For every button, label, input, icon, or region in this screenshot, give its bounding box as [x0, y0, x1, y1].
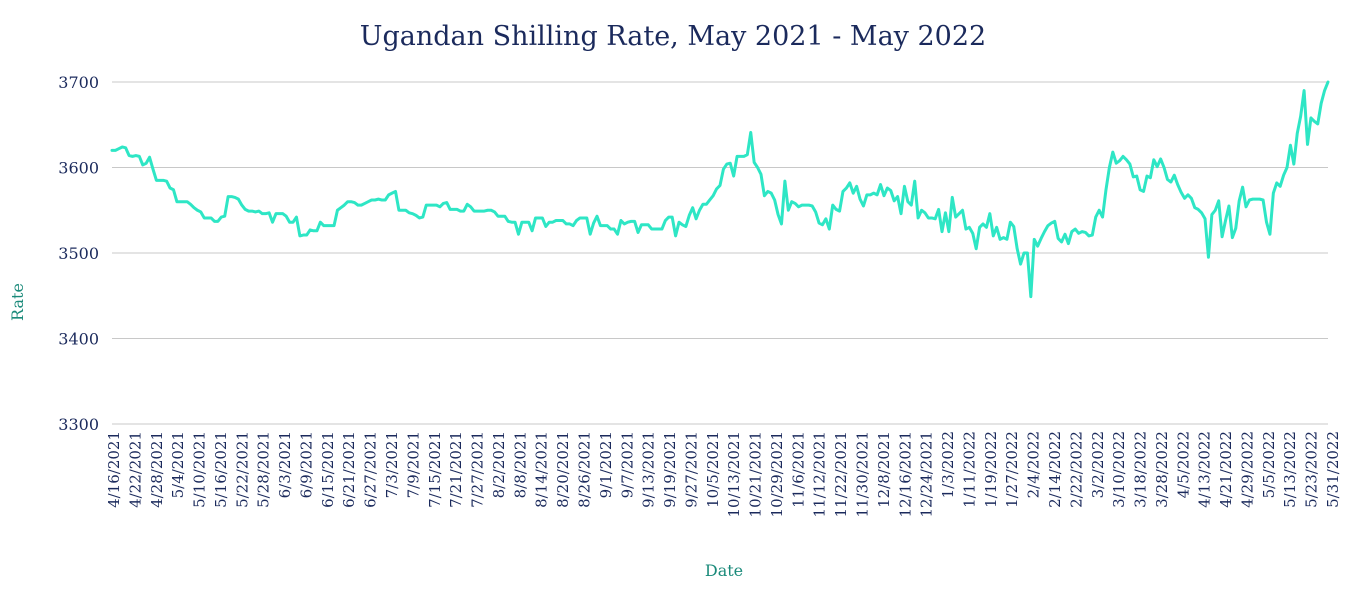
x-tick-label: 7/9/2021 [404, 431, 422, 498]
x-tick-label: 4/13/2022 [1196, 431, 1214, 508]
x-tick-label: 5/10/2021 [191, 431, 209, 508]
x-tick-label: 8/20/2021 [554, 431, 572, 508]
x-tick-label: 10/29/2021 [768, 431, 786, 517]
x-tick-label: 9/7/2021 [618, 431, 636, 498]
x-tick-label: 11/12/2021 [811, 431, 829, 517]
x-tick-label: 3/10/2022 [1110, 431, 1128, 508]
x-tick-label: 3/28/2022 [1153, 431, 1171, 508]
x-tick-label: 4/21/2022 [1217, 431, 1235, 508]
x-tick-label: 6/15/2021 [319, 431, 337, 508]
x-tick-label: 9/1/2021 [597, 431, 615, 498]
x-tick-label: 12/16/2021 [896, 431, 914, 517]
x-tick-label: 5/28/2021 [255, 431, 273, 508]
x-tick-label: 1/19/2022 [982, 431, 1000, 508]
x-tick-label: 10/5/2021 [704, 431, 722, 508]
x-tick-label: 5/23/2022 [1303, 431, 1321, 508]
x-tick-label: 5/31/2022 [1324, 431, 1342, 508]
x-tick-label: 11/22/2021 [832, 431, 850, 517]
x-tick-label: 2/4/2022 [1025, 431, 1043, 498]
x-tick-label: 8/26/2021 [576, 431, 594, 508]
x-tick-label: 5/4/2021 [169, 431, 187, 498]
x-tick-label: 4/16/2021 [105, 431, 123, 508]
x-tick-label: 6/9/2021 [298, 431, 316, 498]
x-tick-label: 5/22/2021 [233, 431, 251, 508]
x-tick-label: 10/13/2021 [725, 431, 743, 517]
x-tick-label: 2/14/2022 [1046, 431, 1064, 508]
x-tick-label: 9/13/2021 [640, 431, 658, 508]
x-tick-label: 5/16/2021 [212, 431, 230, 508]
x-tick-label: 4/29/2022 [1239, 431, 1257, 508]
x-tick-label: 12/24/2021 [918, 431, 936, 517]
gridlines [112, 81, 1328, 425]
y-tick-label: 3600 [58, 159, 99, 178]
x-tick-label: 8/14/2021 [533, 431, 551, 508]
x-axis-ticks: 4/16/2021 4/22/2021 4/28/2021 5/4/2021 5/10/… [105, 431, 1342, 517]
x-tick-label: 9/27/2021 [682, 431, 700, 508]
x-tick-label: 4/28/2021 [148, 431, 166, 508]
x-tick-label: 6/27/2021 [362, 431, 380, 508]
x-tick-label: 11/30/2021 [854, 431, 872, 517]
x-tick-label: 5/5/2022 [1260, 431, 1278, 498]
x-tick-label: 1/11/2022 [960, 431, 978, 508]
x-tick-label: 4/5/2022 [1174, 431, 1192, 498]
y-axis-ticks: 3300 3400 3500 3600 3700 [58, 73, 99, 434]
x-tick-label: 5/13/2022 [1281, 431, 1299, 508]
x-tick-label: 12/8/2021 [875, 431, 893, 508]
x-tick-label: 8/8/2021 [511, 431, 529, 498]
x-tick-label: 7/27/2021 [469, 431, 487, 508]
x-tick-label: 9/19/2021 [661, 431, 679, 508]
x-tick-label: 11/6/2021 [789, 431, 807, 508]
x-tick-label: 1/3/2022 [939, 431, 957, 498]
x-tick-label: 2/22/2022 [1067, 431, 1085, 508]
x-tick-label: 3/2/2022 [1089, 431, 1107, 498]
x-tick-label: 4/22/2021 [126, 431, 144, 508]
x-axis-label: Date [705, 561, 743, 580]
x-tick-label: 6/21/2021 [340, 431, 358, 508]
series-line-rate [110, 80, 1330, 299]
x-tick-label: 8/2/2021 [490, 431, 508, 498]
x-tick-label: 7/15/2021 [426, 431, 444, 508]
x-tick-label: 1/27/2022 [1003, 431, 1021, 508]
x-tick-label: 3/18/2022 [1132, 431, 1150, 508]
x-tick-label: 10/21/2021 [747, 431, 765, 517]
y-tick-label: 3400 [58, 330, 99, 349]
chart-title: Ugandan Shilling Rate, May 2021 - May 20… [360, 21, 986, 52]
x-tick-label: 6/3/2021 [276, 431, 294, 498]
y-tick-label: 3500 [58, 244, 99, 263]
x-tick-label: 7/21/2021 [447, 431, 465, 508]
y-tick-label: 3300 [58, 415, 99, 434]
x-tick-label: 7/3/2021 [383, 431, 401, 498]
y-axis-label: Rate [8, 283, 27, 321]
y-tick-label: 3700 [58, 73, 99, 92]
